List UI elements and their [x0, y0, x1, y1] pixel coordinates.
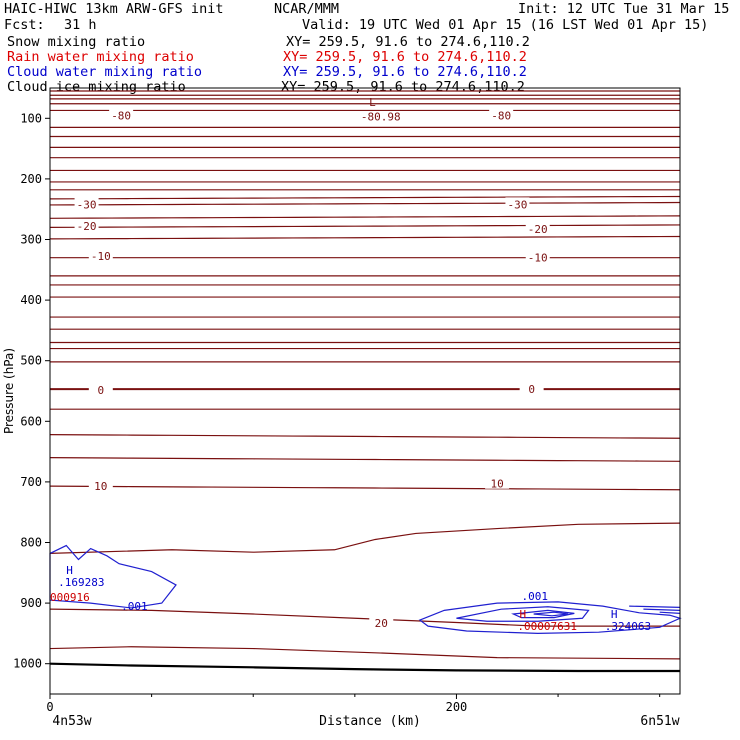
isotherm-label: -10: [91, 250, 111, 263]
temperature-contours: [49, 90, 681, 673]
field-name-cloud-water: Cloud water mixing ratio: [7, 64, 203, 80]
extremum-label: .00007631: [517, 620, 577, 633]
isotherm-line: [49, 224, 681, 228]
isotherm-line: [49, 201, 681, 206]
y-tick-label: 700: [20, 475, 42, 489]
y-tick-label: 100: [20, 111, 42, 125]
isotherm-label: -30: [507, 198, 527, 211]
isotherm-label-bg: [88, 479, 113, 492]
isotherm-label: 10: [94, 480, 107, 493]
forecast-hours: 31 h: [64, 17, 97, 33]
isotherm-label: -80: [491, 109, 511, 122]
isotherm-label: -30: [77, 198, 97, 211]
cloud-water-contour: [659, 611, 681, 615]
y-tick-label: 900: [20, 596, 42, 610]
x-axis-label: Distance (km): [319, 714, 421, 729]
isotherm-label: 0: [97, 384, 104, 397]
isotherm-line: [49, 195, 681, 200]
forecast-label: Fcst:: [4, 17, 45, 33]
extremum-label: .001: [121, 600, 147, 613]
x-tick-label: 0: [46, 700, 53, 714]
cloud-water-contour: [49, 544, 177, 609]
y-tick-label: 400: [20, 293, 42, 307]
extremum-label: .169283: [58, 576, 104, 589]
contour-labels: -80 -80-30 -30-20 -20-10 -100 010 1020L-80.98H…: [50, 96, 651, 633]
valid-time: Valid: 19 UTC Wed 01 Apr 15 (16 LST Wed …: [302, 17, 709, 33]
y-tick-label: 600: [20, 414, 42, 428]
y-tick-label: 200: [20, 172, 42, 186]
isotherm-label-bg: [369, 616, 394, 629]
y-tick-label: 1000: [13, 657, 42, 671]
isotherm-label-bg: [74, 219, 99, 232]
extremum-label: H: [66, 564, 73, 577]
cloud-water-contour: [643, 608, 681, 611]
isotherm-label: 10: [490, 478, 503, 491]
isotherm-label-bg: [489, 108, 514, 121]
isotherm-line: [49, 235, 681, 240]
isotherm-label: 0: [528, 383, 535, 396]
y-axis-label: Pressure (hPa): [2, 348, 16, 434]
y-tick-label: 500: [20, 354, 42, 368]
isotherm-label-bg: [88, 382, 113, 395]
isotherm-label-bg: [109, 108, 134, 121]
isotherm-label: 20: [375, 617, 388, 630]
field-xy-rain: XY= 259.5, 91.6 to 274.6,110.2: [283, 49, 527, 65]
extremum-label: -80.98: [361, 110, 401, 123]
isotherm-line: [49, 434, 681, 439]
cloud-water-contours: [49, 544, 682, 635]
isotherm-label-bg: [88, 248, 113, 261]
isotherm-line: [49, 522, 681, 555]
field-name-snow: Snow mixing ratio: [7, 34, 146, 50]
y-tick-label: 800: [20, 536, 42, 550]
plot-frame: [49, 87, 681, 695]
extremum-label: L: [369, 96, 376, 109]
field-xy-cloud-water: XY= 259.5, 91.6 to 274.6,110.2: [283, 64, 527, 80]
isotherm-line: [49, 608, 680, 627]
isotherm-label-bg: [525, 250, 550, 263]
cloud-water-contour: [511, 609, 575, 619]
extremum-label: .001: [521, 590, 548, 603]
isotherm-line: [49, 215, 681, 219]
isotherm-label: -80: [111, 109, 131, 122]
cloud-water-contour: [533, 611, 569, 617]
isotherm-label-bg: [485, 476, 510, 489]
x-start-location: 4n53w: [52, 714, 91, 729]
isotherm-line: [49, 646, 681, 660]
isotherm-label: -20: [528, 223, 548, 236]
extremum-label: .324063: [605, 620, 651, 633]
cloud-water-contour: [629, 605, 681, 608]
organization-label: NCAR/MMM: [274, 1, 340, 17]
isotherm-line: [49, 485, 681, 491]
extremum-label: H: [611, 608, 618, 621]
isotherm-label-bg: [519, 382, 544, 395]
cloud-water-contour: [418, 601, 682, 635]
init-time: Init: 12 UTC Tue 31 Mar 15: [518, 1, 730, 17]
isotherm-label-bg: [74, 197, 99, 210]
chart-title: HAIC-HIWC 13km ARW-GFS init: [4, 1, 224, 17]
y-tick-label: 300: [20, 233, 42, 247]
extremum-label: H: [519, 608, 526, 621]
extremum-label: 000916: [50, 591, 90, 604]
field-name-rain: Rain water mixing ratio: [7, 49, 194, 65]
cloud-water-contour: [456, 606, 590, 622]
x-end-location: 6n51w: [640, 714, 679, 729]
isotherm-label-bg: [525, 222, 550, 235]
surface-pressure-line: [49, 662, 680, 673]
x-tick-label: 200: [446, 700, 468, 714]
isotherm-label-bg: [505, 197, 530, 210]
field-xy-snow: XY= 259.5, 91.6 to 274.6,110.2: [286, 34, 530, 50]
isotherm-label: -20: [77, 220, 97, 233]
isotherm-label: -10: [528, 252, 548, 265]
isotherm-line: [49, 457, 681, 462]
